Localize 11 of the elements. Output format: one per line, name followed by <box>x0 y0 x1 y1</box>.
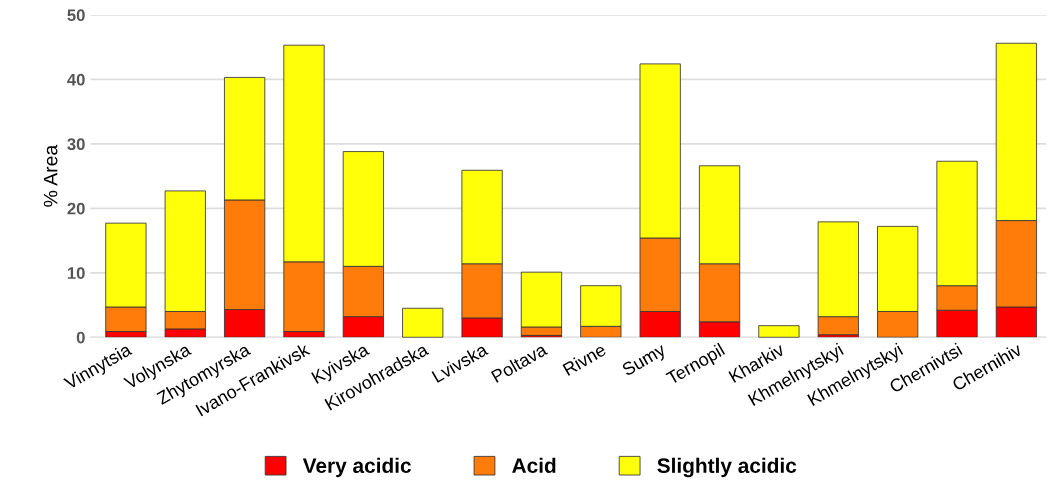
y-tick-label: 0 <box>76 331 85 344</box>
y-tick-label: 40 <box>67 73 85 86</box>
legend-label: Acid <box>512 457 556 474</box>
x-tick-label: Rivne <box>562 342 607 376</box>
y-tick-label: 30 <box>67 138 85 151</box>
y-axis-title: % Area <box>43 144 58 207</box>
y-tick-label: 20 <box>67 202 85 215</box>
legend-label: Slightly acidic <box>657 457 797 478</box>
y-tick-label: 10 <box>67 267 85 279</box>
y-tick-label: 50 <box>67 9 85 22</box>
legend-label: Very acidic <box>302 457 411 478</box>
